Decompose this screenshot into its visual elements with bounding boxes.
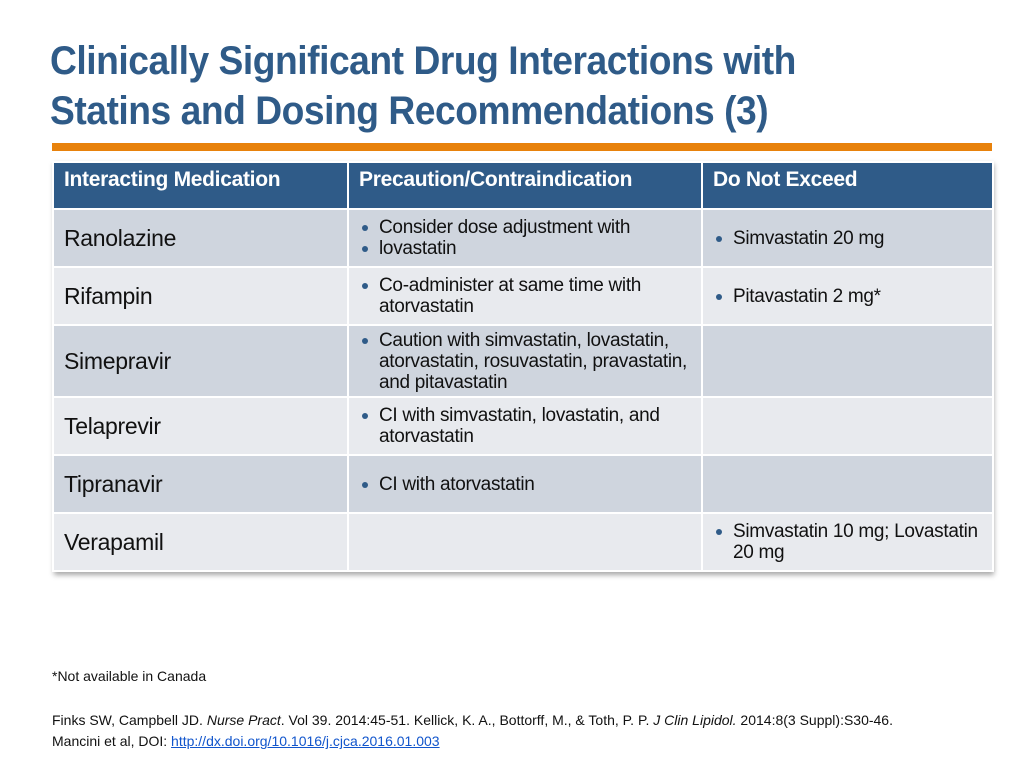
references: Finks SW, Campbell JD. Nurse Pract. Vol …: [52, 710, 982, 752]
header-interacting-medication: Interacting Medication: [52, 161, 349, 210]
list-item: lovastatin: [362, 238, 691, 259]
interactions-table: Interacting Medication Precaution/Contra…: [52, 161, 994, 572]
precaution-cell: Co-administer at same time with atorvast…: [347, 266, 703, 326]
medication-cell: Tipranavir: [52, 454, 349, 514]
table-row: Rifampin Co-administer at same time with…: [52, 266, 994, 326]
doi-link[interactable]: http://dx.doi.org/10.1016/j.cjca.2016.01…: [171, 733, 440, 749]
header-do-not-exceed: Do Not Exceed: [701, 161, 994, 210]
limit-cell: [701, 324, 994, 398]
list-item: Co-administer at same time with atorvast…: [362, 275, 691, 317]
list-item: Pitavastatin 2 mg*: [716, 286, 982, 307]
medication-cell: Rifampin: [52, 266, 349, 326]
precaution-cell: [347, 512, 703, 572]
precaution-list: Caution with simvastatin, lovastatin, at…: [359, 330, 691, 393]
table-row: Telaprevir CI with simvastatin, lovastat…: [52, 396, 994, 456]
medication-cell: Telaprevir: [52, 396, 349, 456]
title-divider: [52, 143, 992, 151]
medication-cell: Ranolazine: [52, 208, 349, 268]
header-precaution: Precaution/Contraindication: [347, 161, 703, 210]
limit-cell: [701, 396, 994, 456]
limit-list: Pitavastatin 2 mg*: [713, 286, 982, 307]
list-item: CI with simvastatin, lovastatin, and ato…: [362, 405, 691, 447]
precaution-list: Co-administer at same time with atorvast…: [359, 275, 691, 317]
limit-cell: Simvastatin 10 mg; Lovastatin 20 mg: [701, 512, 994, 572]
precaution-cell: CI with atorvastatin: [347, 454, 703, 514]
precaution-cell: CI with simvastatin, lovastatin, and ato…: [347, 396, 703, 456]
footnote: *Not available in Canada: [52, 668, 207, 684]
reference-text: 2014:8(3 Suppl):S30-46.: [736, 712, 893, 728]
precaution-list: CI with atorvastatin: [359, 474, 691, 495]
reference-text: Finks SW, Campbell JD.: [52, 712, 207, 728]
table-header-row: Interacting Medication Precaution/Contra…: [52, 161, 994, 210]
table-row: Tipranavir CI with atorvastatin: [52, 454, 994, 514]
reference-line-2: Mancini et al, DOI: http://dx.doi.org/10…: [52, 731, 982, 752]
list-item: Simvastatin 20 mg: [716, 228, 982, 249]
interactions-table-container: Interacting Medication Precaution/Contra…: [52, 161, 994, 572]
limit-cell: Simvastatin 20 mg: [701, 208, 994, 268]
precaution-list: CI with simvastatin, lovastatin, and ato…: [359, 405, 691, 447]
journal-title: J Clin Lipidol.: [653, 712, 737, 728]
limit-cell: [701, 454, 994, 514]
limit-list: Simvastatin 20 mg: [713, 228, 982, 249]
reference-text: . Vol 39. 2014:45-51. Kellick, K. A., Bo…: [280, 712, 654, 728]
table-row: Ranolazine Consider dose adjustment with…: [52, 208, 994, 268]
medication-cell: Verapamil: [52, 512, 349, 572]
list-item: Consider dose adjustment with: [362, 217, 691, 238]
precaution-cell: Consider dose adjustment with lovastatin: [347, 208, 703, 268]
reference-text: Mancini et al, DOI:: [52, 733, 172, 749]
limit-cell: Pitavastatin 2 mg*: [701, 266, 994, 326]
journal-title: Nurse Pract: [206, 712, 281, 728]
list-item: Caution with simvastatin, lovastatin, at…: [362, 330, 691, 393]
medication-cell: Simepravir: [52, 324, 349, 398]
limit-list: Simvastatin 10 mg; Lovastatin 20 mg: [713, 521, 982, 563]
reference-line-1: Finks SW, Campbell JD. Nurse Pract. Vol …: [52, 710, 982, 731]
table-row: Simepravir Caution with simvastatin, lov…: [52, 324, 994, 398]
list-item: Simvastatin 10 mg; Lovastatin 20 mg: [716, 521, 982, 563]
list-item: CI with atorvastatin: [362, 474, 691, 495]
table-row: Verapamil Simvastatin 10 mg; Lovastatin …: [52, 512, 994, 572]
slide-title: Clinically Significant Drug Interactions…: [50, 39, 796, 133]
precaution-list: Consider dose adjustment with lovastatin: [359, 217, 691, 259]
precaution-cell: Caution with simvastatin, lovastatin, at…: [347, 324, 703, 398]
